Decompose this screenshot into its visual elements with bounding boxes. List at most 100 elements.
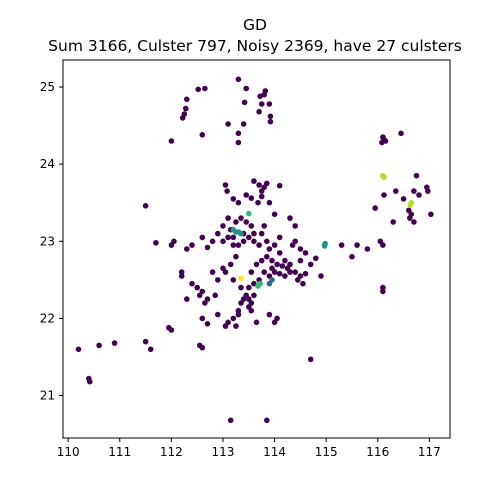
data-point	[194, 284, 200, 291]
data-point	[246, 284, 252, 291]
data-point	[251, 238, 257, 245]
data-point	[184, 246, 190, 252]
data-point	[292, 269, 299, 275]
y-tick-label: 21	[40, 389, 55, 403]
data-point	[227, 417, 234, 424]
data-point	[202, 85, 208, 92]
data-point	[266, 199, 273, 206]
data-point	[168, 138, 175, 144]
data-point	[413, 172, 420, 179]
x-tick-label: 113	[212, 445, 235, 459]
data-point	[230, 277, 237, 283]
data-point	[264, 238, 270, 245]
data-point	[202, 300, 208, 306]
data-point	[321, 243, 328, 249]
data-point	[243, 192, 249, 198]
data-point	[274, 261, 280, 268]
data-point	[289, 242, 296, 248]
data-point	[196, 292, 203, 299]
data-point	[248, 195, 255, 201]
data-point	[307, 356, 314, 363]
data-point	[225, 215, 231, 221]
data-point	[266, 101, 273, 107]
x-tick-label: 114	[263, 445, 286, 459]
data-point	[204, 321, 211, 327]
data-point	[183, 105, 189, 112]
data-point	[276, 270, 283, 277]
data-point	[230, 196, 237, 202]
data-point	[142, 338, 149, 345]
data-point	[271, 211, 278, 218]
data-point	[398, 130, 404, 137]
data-point	[240, 121, 247, 127]
data-point	[287, 215, 293, 221]
data-point	[264, 253, 270, 260]
data-point	[256, 242, 262, 248]
data-point	[233, 253, 239, 260]
data-point	[166, 324, 172, 331]
data-point	[241, 99, 248, 106]
data-point	[199, 234, 206, 241]
data-point	[189, 242, 195, 248]
data-point	[276, 250, 283, 256]
data-point	[199, 315, 206, 322]
data-point	[271, 242, 278, 248]
data-point	[276, 182, 283, 189]
data-point	[225, 121, 231, 127]
data-point	[258, 230, 265, 237]
data-point	[181, 111, 188, 117]
data-point	[248, 223, 255, 229]
data-point	[253, 261, 260, 268]
data-point	[220, 238, 226, 245]
data-point	[282, 273, 288, 279]
data-point	[287, 269, 293, 275]
data-point	[233, 219, 239, 225]
data-point	[393, 188, 399, 194]
data-point	[246, 210, 252, 217]
data-point	[282, 257, 288, 264]
data-point	[195, 86, 201, 93]
data-point	[381, 174, 387, 181]
data-point	[215, 311, 221, 318]
data-point	[313, 255, 319, 262]
data-points	[75, 76, 434, 424]
data-point	[307, 261, 314, 268]
data-point	[258, 193, 265, 200]
data-point	[266, 311, 273, 318]
chart-title: GD	[243, 16, 267, 34]
data-point	[255, 199, 261, 206]
data-point	[230, 315, 237, 322]
data-point	[153, 240, 159, 246]
data-point	[411, 219, 417, 225]
data-point	[257, 280, 263, 287]
data-point	[251, 292, 257, 299]
x-tick-label: 116	[366, 445, 389, 459]
data-point	[184, 296, 190, 302]
data-point	[271, 319, 278, 326]
data-point	[75, 346, 82, 353]
data-point	[318, 273, 324, 279]
data-point	[416, 192, 422, 198]
data-point	[230, 242, 237, 248]
y-tick-label: 25	[40, 80, 55, 94]
data-point	[407, 202, 414, 208]
data-point	[381, 192, 387, 198]
data-point	[256, 108, 262, 115]
data-point	[261, 223, 268, 229]
data-point	[258, 101, 265, 107]
data-point	[302, 250, 309, 256]
data-point	[292, 223, 299, 229]
data-point	[209, 238, 216, 245]
data-point	[261, 269, 268, 275]
data-point	[400, 196, 407, 202]
data-point	[235, 130, 242, 137]
data-point	[184, 96, 190, 103]
data-point	[235, 307, 242, 314]
data-point	[297, 246, 304, 252]
data-point	[246, 234, 252, 241]
data-point	[96, 342, 102, 349]
data-point	[224, 188, 230, 194]
data-point	[364, 246, 371, 252]
y-tick-label: 24	[40, 157, 55, 171]
